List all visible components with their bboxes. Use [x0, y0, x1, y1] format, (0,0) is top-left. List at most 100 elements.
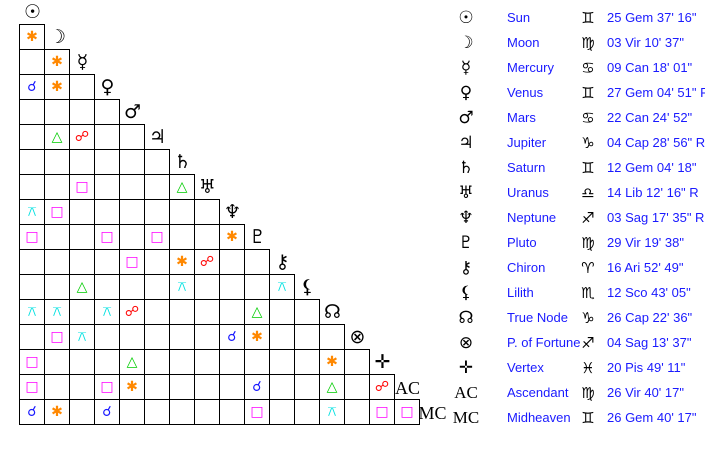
- aspect-cell-quincunx: ⚻: [19, 199, 45, 225]
- aspect-cell-empty: [19, 49, 45, 75]
- aspect-cell-empty: [44, 149, 70, 175]
- zodiac-sign-icon: ♓: [581, 358, 595, 377]
- aspect-cell-empty: [144, 399, 170, 425]
- aspect-cell-empty: [94, 324, 120, 350]
- zodiac-sign-icon: ♏: [581, 283, 595, 302]
- planet-name: Moon: [507, 35, 540, 50]
- p-of-fortune-icon: ⊗: [458, 332, 474, 353]
- pluto-glyph-icon: ♇: [248, 226, 267, 248]
- planet-position: 22 Can 24' 52": [607, 110, 693, 125]
- chiron-glyph-icon: ⚷: [275, 251, 290, 273]
- planet-name: Pluto: [507, 235, 537, 250]
- true-node-icon: ☊: [458, 307, 474, 328]
- aspect-cell-empty: [69, 399, 95, 425]
- trine-icon: △: [76, 279, 88, 295]
- aspect-cell-empty: [44, 374, 70, 400]
- aspect-cell-empty: [194, 399, 220, 425]
- aspect-cell-conjunction: ☌: [219, 324, 245, 350]
- square-icon: □: [250, 404, 264, 420]
- saturn-glyph-icon: ♄: [173, 151, 192, 173]
- planet-position: 03 Vir 10' 37": [607, 35, 684, 50]
- planet-name: P. of Fortune: [507, 335, 581, 350]
- zodiac-sign-icon: ♊: [581, 83, 595, 102]
- aspect-cell-square: □: [94, 224, 120, 250]
- aspect-cell-conjunction: ☌: [244, 374, 270, 400]
- aspect-cell-sextile: ✱: [169, 249, 195, 275]
- planet-position: 27 Gem 04' 51" R: [607, 85, 705, 100]
- zodiac-sign-icon: ♈: [581, 258, 595, 277]
- trine-icon: △: [326, 379, 338, 395]
- aspect-cell-empty: [144, 249, 170, 275]
- ascendant-icon: AC: [454, 382, 478, 402]
- aspect-cell-empty: [19, 124, 45, 150]
- quincunx-icon: ⚻: [277, 279, 287, 295]
- p-of-fortune-glyph-icon: ⊗: [349, 326, 366, 348]
- planet-row-moon: ☽ Moon ♍ 03 Vir 10' 37": [450, 30, 705, 55]
- sextile-icon: ✱: [326, 354, 338, 370]
- jupiter-icon: ♃: [458, 132, 474, 153]
- planet-position: 12 Sco 43' 05": [607, 285, 691, 300]
- aspect-cell-empty: [269, 374, 295, 400]
- aspect-cell-opposition: ☍: [194, 249, 220, 275]
- planet-position: 12 Gem 04' 18": [607, 160, 697, 175]
- aspect-cell-empty: [44, 274, 70, 300]
- opposition-icon: ☍: [199, 254, 215, 270]
- aspect-cell-trine: △: [119, 349, 145, 375]
- zodiac-sign-icon: ♋: [581, 108, 595, 127]
- opposition-icon: ☍: [74, 129, 90, 145]
- sextile-icon: ✱: [226, 229, 238, 245]
- aspect-cell-empty: [219, 399, 245, 425]
- lilith-glyph-icon: ⚸: [300, 276, 315, 298]
- aspect-cell-sextile: ✱: [44, 74, 70, 100]
- zodiac-sign-icon: ♊: [581, 8, 595, 27]
- neptune-icon: ♆: [458, 207, 474, 228]
- aspect-cell-opposition: ☍: [69, 124, 95, 150]
- aspect-grid: ☉ ☽ ✱ ☿ ✱ ♀ ☌ ✱ ♂ ♃ △ ☍ ♄ ♅ □ △ ♆ ⚻ □ ♇ □ □ □ ✱ ⚷ □ ✱ ☍ ⚸ △ ⚻ ⚻ ☊ ⚻ ⚻ ⚻ ☍ △ ⊗ □…: [19, 3, 447, 425]
- aspect-cell-quincunx: ⚻: [169, 274, 195, 300]
- aspect-cell-empty: [344, 374, 370, 400]
- zodiac-sign-icon: ♑: [581, 308, 595, 327]
- quincunx-icon: ⚻: [177, 279, 187, 295]
- aspect-cell-empty: [144, 349, 170, 375]
- planet-name: Uranus: [507, 185, 549, 200]
- aspect-cell-trine: △: [319, 374, 345, 400]
- aspect-cell-empty: [19, 274, 45, 300]
- aspect-cell-empty: [94, 274, 120, 300]
- aspect-cell-empty: [294, 299, 320, 325]
- aspect-cell-empty: [19, 249, 45, 275]
- conjunction-icon: ☌: [227, 329, 237, 345]
- aspect-cell-empty: [44, 174, 70, 200]
- aspect-cell-empty: [19, 174, 45, 200]
- planet-row-mercury: ☿ Mercury ♋ 09 Can 18' 01": [450, 55, 705, 80]
- aspect-cell-empty: [294, 374, 320, 400]
- planet-position: 04 Cap 28' 56" R: [607, 135, 705, 150]
- moon-icon: ☽: [458, 32, 474, 53]
- aspect-cell-empty: [44, 99, 70, 125]
- planet-name: Sun: [507, 10, 531, 25]
- aspect-cell-quincunx: ⚻: [44, 299, 70, 325]
- sextile-icon: ✱: [51, 54, 63, 70]
- aspect-cell-empty: [169, 349, 195, 375]
- aspect-cell-sextile: ✱: [19, 24, 45, 50]
- planet-name: Mars: [507, 110, 536, 125]
- aspect-cell-sextile: ✱: [244, 324, 270, 350]
- aspect-cell-opposition: ☍: [119, 299, 145, 325]
- aspect-cell-empty: [169, 299, 195, 325]
- zodiac-sign-icon: ♐: [581, 333, 595, 352]
- planet-row-venus: ♀ Venus ♊ 27 Gem 04' 51" R: [450, 80, 705, 105]
- aspect-cell-empty: [194, 374, 220, 400]
- aspect-cell-empty: [94, 99, 120, 125]
- aspect-cell-empty: [44, 349, 70, 375]
- aspect-cell-empty: [219, 374, 245, 400]
- square-icon: □: [25, 229, 39, 245]
- square-icon: □: [25, 354, 39, 370]
- aspect-cell-conjunction: ☌: [19, 74, 45, 100]
- sextile-icon: ✱: [51, 404, 63, 420]
- aspect-cell-empty: [94, 174, 120, 200]
- aspect-cell-empty: [119, 399, 145, 425]
- planet-row-pluto: ♇ Pluto ♍ 29 Vir 19' 38": [450, 230, 705, 255]
- aspect-cell-empty: [119, 224, 145, 250]
- planet-position: 20 Pis 49' 11": [607, 360, 686, 375]
- aspect-cell-empty: [219, 274, 245, 300]
- aspect-cell-empty: [69, 349, 95, 375]
